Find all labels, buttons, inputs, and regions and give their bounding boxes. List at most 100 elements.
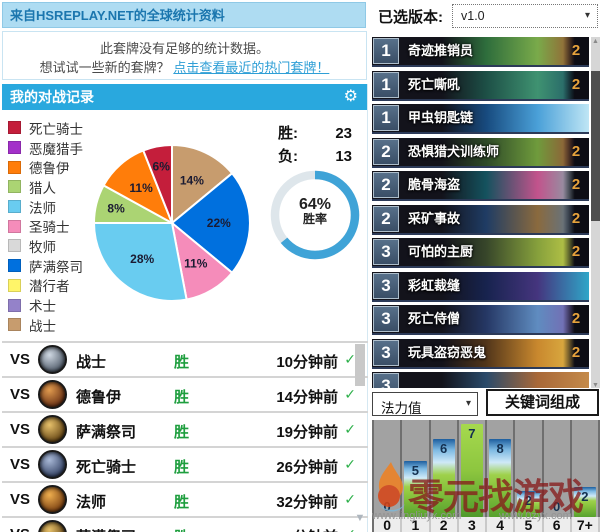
no-stats-message-line1: 此套牌没有足够的统计数据。 [99,41,269,56]
match-list-scroll-down-icon[interactable]: ▼ [354,512,366,524]
card-art [442,372,589,390]
card-cost: 3 [373,339,399,366]
mana-bar [404,460,427,517]
match-row[interactable]: VS 萨满祭司 胜 54分钟前 ✓ [2,516,368,532]
card-cost: 2 [373,172,399,198]
deck-card-row[interactable]: 2 脆骨海盗 2 [372,171,589,201]
card-cost: 3 [373,373,399,390]
legend-item: 牧师 [8,236,114,256]
card-cost: 1 [373,38,399,64]
legend-label: 萨满祭司 [29,259,83,275]
legend-label: 牧师 [29,239,56,255]
match-result: 胜 [174,354,190,371]
legend-item: 法师 [8,197,114,217]
check-icon: ✓ [344,386,356,402]
match-time: 19分钟前 [276,424,338,441]
mana-filter-select[interactable]: 法力值 ▾ [372,392,478,416]
mana-curve-column: 2 7+ [571,420,600,532]
deck-card-row[interactable]: 1 甲虫钥匙链 [372,104,589,134]
opponent-class-icon [38,520,67,532]
pie-slice-label: 14% [180,174,204,188]
card-cost: 1 [373,105,399,131]
match-row[interactable]: VS 萨满祭司 胜 19分钟前 ✓ [2,411,368,446]
winrate-text: 64% 胜率 [270,197,360,227]
deck-card-row[interactable]: 3 可怕的主厨 2 [372,238,589,268]
mana-bar-zone: 7 [458,420,487,517]
match-row[interactable]: VS 战士 胜 10分钟前 ✓ [2,341,368,376]
hot-decks-link[interactable]: 点击查看最近的热门套牌！ [173,60,330,75]
match-result: 胜 [174,424,190,441]
mana-bar [460,423,483,517]
deck-card-row[interactable]: 3 [372,372,589,390]
deck-card-row[interactable]: 3 玩具盗窃恶鬼 2 [372,338,589,369]
winrate-percent: 64% [298,196,332,213]
panel-divider [367,84,368,532]
gear-icon[interactable]: ⚙ [343,88,358,105]
legend-swatch [8,278,21,292]
mana-bar [573,486,596,517]
mana-filter-label: 法力值 [381,401,422,416]
pie-slice-label: 6% [153,159,171,173]
version-select[interactable]: v1.0 ▾ [452,4,598,28]
legend-swatch [8,141,21,155]
card-art [442,104,589,132]
card-name: 恐惧猎犬训练师 [408,143,500,159]
opponent-name: 死亡骑士 [76,459,137,476]
card-cost: 2 [373,138,399,165]
pie-slice-label: 22% [207,216,231,230]
legend-item: 死亡骑士 [8,118,114,138]
card-name: 采矿事故 [408,210,461,226]
pie-slice [171,143,234,226]
keyword-composition-button[interactable]: 关键词组成 [486,389,599,416]
legend-label: 猎人 [29,180,56,196]
mana-curve-chart: 0 0 5 1 6 2 7 3 8 4 2 5 0 6 2 7+ [372,420,600,532]
opponent-class-pie-chart: 14% 22% 11% 28% 8% 11% 6% [92,143,252,303]
match-list-scrollbar-thumb[interactable] [355,344,365,386]
match-time: 26分钟前 [276,459,338,476]
deck-card-row[interactable]: 1 奇迹推销员 2 [372,37,589,67]
match-record-title: 我的对战记录 [10,89,94,105]
match-row[interactable]: VS 死亡骑士 胜 26分钟前 ✓ [2,446,368,481]
deck-card-row[interactable]: 1 死亡嘶吼 2 [372,70,589,101]
card-cost: 3 [373,239,399,265]
legend-item: 萨满祭司 [8,256,114,276]
check-icon: ✓ [344,351,356,367]
card-count: 2 [563,204,589,233]
match-time: 14分钟前 [276,389,338,406]
no-stats-message-box: 此套牌没有足够的统计数据。 想试试一些新的套牌？ 点击查看最近的热门套牌！ [2,31,367,80]
check-icon: ✓ [344,491,356,507]
deck-card-row[interactable]: 2 恐惧猎犬训练师 2 [372,137,589,168]
match-row[interactable]: VS 法师 胜 32分钟前 ✓ [2,481,368,516]
class-legend: 死亡骑士 恶魔猎手 德鲁伊 猎人 法师 圣骑士 牧师 萨满祭司 潜行者 术士 战士 [8,118,114,335]
mana-bar [517,490,540,517]
opponent-class-icon [38,345,67,374]
wins-label: 胜: [278,125,298,142]
card-name: 玩具盗窃恶鬼 [408,344,487,360]
deck-scrollbar[interactable]: ▲ ▼ [591,37,600,390]
check-icon: ✓ [344,456,356,472]
card-count: 2 [563,305,589,333]
match-record-header: 我的对战记录 ⚙ [2,84,368,110]
card-count: 2 [563,37,589,65]
deck-scroll-down-icon[interactable]: ▼ [592,382,599,389]
wins-value: 23 [335,125,352,142]
deck-card-row[interactable]: 2 采矿事故 2 [372,204,589,235]
deck-scroll-up-icon[interactable]: ▲ [592,38,599,45]
mana-bar-value: 2 [581,488,589,504]
opponent-name: 萨满祭司 [76,424,137,441]
card-count: 2 [563,70,589,99]
card-name: 彩虹裁缝 [408,277,461,293]
mana-bar-zone: 0 [543,420,572,517]
deck-card-row[interactable]: 3 死亡侍僧 2 [372,305,589,335]
mana-bar-value: 0 [383,499,391,514]
version-selected-value: v1.0 [461,9,485,23]
mana-axis-label: 2 [430,517,459,532]
legend-label: 死亡骑士 [29,121,83,137]
match-row[interactable]: VS 德鲁伊 胜 14分钟前 ✓ [2,376,368,411]
deck-card-row[interactable]: 3 彩虹裁缝 [372,271,589,302]
deck-scrollbar-thumb[interactable] [591,71,600,221]
opponent-class-icon [38,485,67,514]
